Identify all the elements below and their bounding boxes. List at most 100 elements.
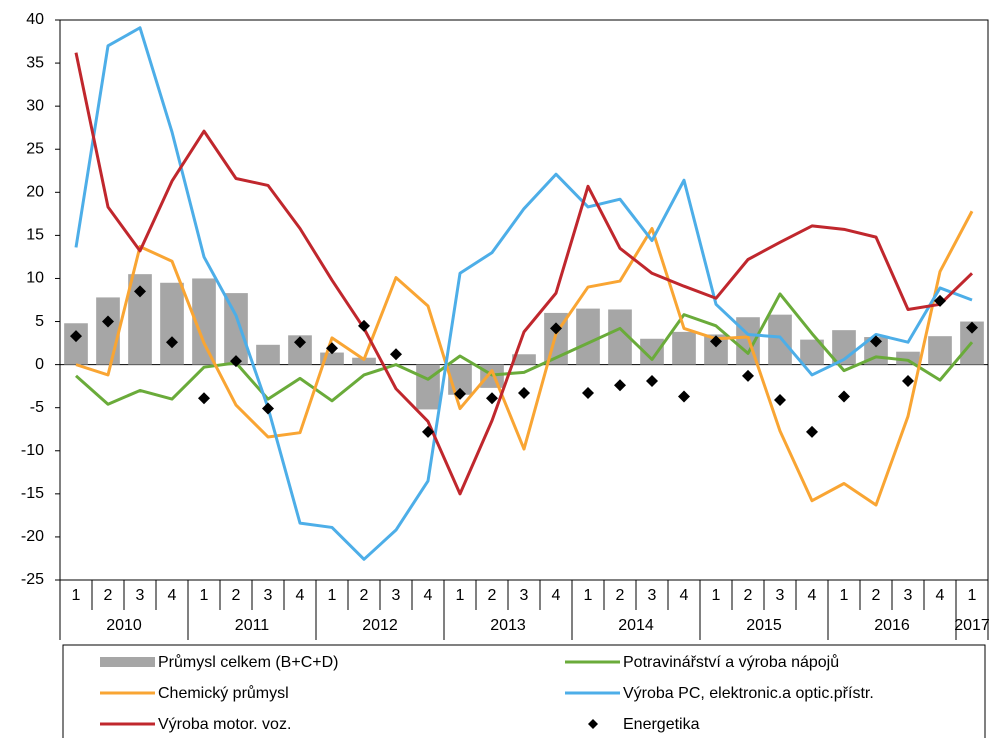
x-tick-label: 3 [776, 587, 785, 604]
legend-label: Chemický průmysl [158, 684, 289, 702]
marker [486, 392, 498, 405]
legend-box [62, 644, 986, 738]
y-tick-label: 5 [35, 313, 44, 330]
y-tick-label: 0 [35, 356, 44, 373]
y-tick-label: 15 [26, 227, 44, 244]
y-tick-label: 25 [26, 140, 44, 157]
legend-label: Průmysl celkem (B+C+D) [158, 653, 338, 671]
bar [928, 336, 952, 365]
y-tick-label: 30 [26, 97, 44, 114]
legend-label: Výroba motor. voz. [158, 716, 291, 733]
x-tick-label: 1 [328, 587, 337, 604]
legend-label: Potravinářství a výroba nápojů [623, 653, 839, 671]
marker [326, 342, 338, 355]
x-group-label: 2010 [106, 617, 142, 634]
x-tick-label: 3 [904, 587, 913, 604]
x-group-label: 2015 [746, 617, 782, 634]
plot-frame [59, 19, 989, 581]
x-tick-label: 3 [520, 587, 529, 604]
x-tick-label: 2 [488, 587, 497, 604]
marker [358, 319, 370, 332]
x-group-label: 2017 [954, 617, 990, 634]
line [75, 292, 974, 406]
line [75, 210, 974, 507]
x-tick-label: 2 [360, 587, 369, 604]
legend-swatch [588, 719, 598, 729]
y-tick-label: -15 [21, 485, 44, 502]
marker [806, 425, 818, 438]
x-group-label: 2016 [874, 617, 910, 634]
marker [390, 348, 402, 361]
marker [262, 402, 274, 415]
bar [896, 351, 920, 365]
y-tick-label: -10 [21, 442, 44, 459]
bar [512, 354, 536, 365]
bar [800, 339, 824, 365]
x-tick-label: 1 [712, 587, 721, 604]
bar [352, 357, 376, 365]
marker [742, 369, 754, 382]
marker [230, 355, 242, 368]
bar [128, 274, 152, 365]
marker [966, 321, 978, 334]
x-tick-label: 4 [936, 587, 945, 604]
bar [576, 308, 600, 365]
x-tick-label: 4 [552, 587, 561, 604]
marker [614, 379, 626, 392]
x-tick-label: 1 [72, 587, 81, 604]
bar [96, 297, 120, 365]
line [74, 26, 973, 561]
x-group-label: 2012 [362, 617, 398, 634]
x-tick-label: 2 [872, 587, 881, 604]
y-tick-label: -25 [21, 571, 44, 588]
x-group-label: 2014 [618, 617, 654, 634]
x-tick-label: 3 [136, 587, 145, 604]
marker [902, 374, 914, 387]
marker [550, 322, 562, 335]
marker [646, 374, 658, 387]
marker [70, 330, 82, 343]
bar [416, 364, 440, 410]
bar [640, 338, 664, 365]
legend-label: Výroba PC, elektronic.a optic.přístr. [623, 685, 874, 702]
x-tick-label: 4 [168, 587, 177, 604]
x-group-label: 2011 [235, 617, 270, 634]
bar [608, 309, 632, 365]
legend-swatch [100, 657, 155, 667]
marker [678, 390, 690, 403]
x-tick-label: 2 [232, 587, 241, 604]
y-tick-label: 40 [26, 11, 44, 28]
marker [102, 315, 114, 328]
x-tick-label: 4 [808, 587, 817, 604]
bar [64, 323, 88, 365]
x-tick-label: 2 [744, 587, 753, 604]
x-tick-label: 4 [680, 587, 689, 604]
bar [672, 331, 696, 365]
bar [224, 293, 248, 365]
x-tick-label: 1 [840, 587, 849, 604]
bar [704, 334, 728, 365]
bar [768, 314, 792, 365]
x-tick-label: 1 [200, 587, 209, 604]
marker [294, 336, 306, 349]
marker [518, 387, 530, 400]
bar [256, 344, 280, 365]
x-tick-label: 3 [264, 587, 273, 604]
x-tick-label: 4 [424, 587, 433, 604]
x-tick-label: 1 [456, 587, 465, 604]
x-tick-label: 2 [104, 587, 113, 604]
bar [288, 335, 312, 365]
bar [192, 278, 216, 365]
x-tick-label: 4 [296, 587, 305, 604]
y-tick-label: 20 [26, 184, 44, 201]
marker [710, 335, 722, 348]
x-group-label: 2013 [490, 617, 526, 634]
y-tick-label: -20 [21, 528, 44, 545]
y-tick-label: 10 [26, 270, 44, 287]
y-tick-label: -5 [30, 399, 44, 416]
y-tick-label: 35 [26, 54, 44, 71]
legend-label: Energetika [623, 716, 700, 733]
x-tick-label: 1 [968, 587, 977, 604]
marker [774, 393, 786, 406]
